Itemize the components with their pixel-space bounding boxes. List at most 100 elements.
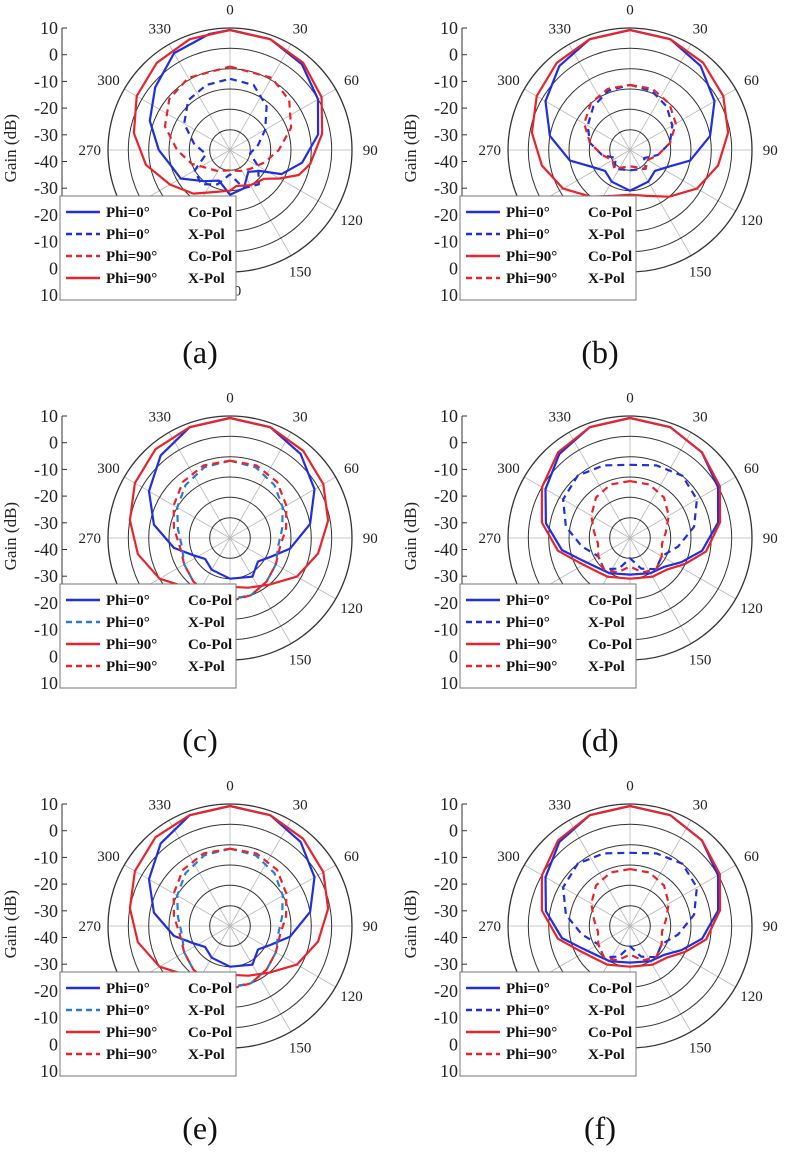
series-phi0_co xyxy=(147,416,316,580)
legend-entry-name: Phi=0° xyxy=(106,981,150,997)
gain-tick-label: -30 xyxy=(34,513,58,533)
gain-tick-label: -20 xyxy=(34,593,58,613)
legend-entry-name: Phi=0° xyxy=(506,615,550,631)
gain-tick-label: -30 xyxy=(34,954,58,974)
gain-tick-label: 0 xyxy=(49,258,58,278)
series-phi90_co xyxy=(128,416,330,589)
gain-tick-label: -40 xyxy=(434,152,458,172)
gain-tick-label: -20 xyxy=(434,486,458,506)
series-group xyxy=(132,28,324,196)
gain-tick-label: -20 xyxy=(34,981,58,1001)
gain-tick-label: 0 xyxy=(449,821,458,841)
gain-tick-label: -10 xyxy=(34,1008,58,1028)
angle-tick-label: 300 xyxy=(97,849,120,865)
gain-tick-label: -30 xyxy=(434,901,458,921)
series-phi0_x xyxy=(183,77,268,190)
polar-chart-d: 0 30 60 90 120 150 270 300 330 10 0 -10 -20 -30 -40 -30… xyxy=(401,391,778,693)
angle-tick-label: 330 xyxy=(149,410,172,426)
gain-tick-label: -30 xyxy=(434,954,458,974)
legend-entry-name: Phi=0° xyxy=(106,227,150,243)
legend-entry-name: Phi=90° xyxy=(106,271,157,287)
legend-entry-name: Phi=0° xyxy=(106,205,150,221)
legend-entry-pol: X-Pol xyxy=(188,1047,225,1063)
legend-entry-pol: X-Pol xyxy=(188,615,225,631)
angle-tick-label: 30 xyxy=(693,798,708,814)
angle-tick-label: 60 xyxy=(744,73,759,89)
angle-tick-label: 30 xyxy=(693,22,708,38)
series-phi0_co xyxy=(147,804,316,968)
angle-tick-label: 90 xyxy=(363,531,378,547)
gain-tick-label: -20 xyxy=(434,981,458,1001)
angle-tick-label: 0 xyxy=(226,3,234,19)
legend-box xyxy=(459,583,637,689)
gain-tick-label: -30 xyxy=(434,178,458,198)
legend-entry-name: Phi=0° xyxy=(106,615,150,631)
polar-chart-c: 0 30 60 90 120 150 270 300 330 10 0 -10 -20 -30 -40 -30… xyxy=(1,391,378,693)
gain-tick-label: -30 xyxy=(434,125,458,145)
series-group xyxy=(530,28,730,198)
panel-label-c: (c) xyxy=(182,722,218,758)
legend-entry-name: Phi=0° xyxy=(506,593,550,609)
legend-entry-pol: X-Pol xyxy=(588,659,625,675)
angle-tick-label: 30 xyxy=(293,410,308,426)
angle-tick-label: 120 xyxy=(340,989,363,1005)
gain-tick-label: 10 xyxy=(40,18,58,38)
gain-tick-label: -10 xyxy=(34,620,58,640)
gain-tick-label: -10 xyxy=(34,459,58,479)
angle-tick-label: 300 xyxy=(97,73,120,89)
angle-tick-label: 0 xyxy=(626,391,634,407)
legend-entry-pol: X-Pol xyxy=(188,271,225,287)
angle-tick-label: 0 xyxy=(226,779,234,795)
gain-tick-label: 0 xyxy=(449,258,458,278)
gain-tick-label: 0 xyxy=(49,646,58,666)
legend: Phi=0° Co-Pol Phi=0° X-Pol Phi=90° Co-Pol Phi=… xyxy=(59,971,237,1077)
gain-tick-label: -20 xyxy=(434,593,458,613)
legend-entry-name: Phi=0° xyxy=(506,981,550,997)
legend-entry-pol: X-Pol xyxy=(188,659,225,675)
legend-entry-name: Phi=90° xyxy=(106,659,157,675)
gain-tick-label: -10 xyxy=(34,71,58,91)
series-phi0_co xyxy=(544,804,720,964)
angle-tick-label: 300 xyxy=(497,461,520,477)
angle-tick-label: 90 xyxy=(363,919,378,935)
gain-tick-label: 10 xyxy=(40,1061,58,1081)
series-phi90_co xyxy=(540,804,722,968)
series-phi90_co xyxy=(163,65,293,173)
angle-tick-label: 150 xyxy=(689,1041,712,1057)
legend-entry-name: Phi=90° xyxy=(506,271,557,287)
legend-entry-name: Phi=0° xyxy=(506,205,550,221)
gain-tick-label: 0 xyxy=(49,45,58,65)
gain-tick-label: 0 xyxy=(49,433,58,453)
angle-tick-label: 90 xyxy=(763,919,778,935)
gain-axis-title: Gain (dB) xyxy=(1,890,20,958)
series-phi90_x xyxy=(172,459,288,603)
angle-tick-label: 120 xyxy=(740,989,763,1005)
polar-chart-f: 0 30 60 90 120 150 270 300 330 10 0 -10 -20 -30 -40 -30… xyxy=(401,779,778,1081)
angle-tick-label: 60 xyxy=(744,849,759,865)
angle-tick-label: 300 xyxy=(97,461,120,477)
panel-c: 0 30 60 90 120 150 270 300 330 10 0 -10 -20 -30 -40 -30… xyxy=(0,388,400,776)
panel-label-d: (d) xyxy=(581,722,619,758)
gain-tick-label: -10 xyxy=(434,620,458,640)
angle-tick-label: 150 xyxy=(289,653,312,669)
angle-tick-label: 60 xyxy=(344,73,359,89)
angle-tick-label: 0 xyxy=(626,779,634,795)
legend-entry-name: Phi=90° xyxy=(106,1047,157,1063)
gain-tick-label: 0 xyxy=(49,821,58,841)
gain-tick-label: -40 xyxy=(34,540,58,560)
panel-f: 0 30 60 90 120 150 270 300 330 10 0 -10 -20 -30 -40 -30… xyxy=(400,776,800,1164)
gain-axis: 10 0 -10 -20 -30 -40 -30 -20 -10 0 10 xyxy=(434,406,467,693)
legend-entry-name: Phi=0° xyxy=(506,1003,550,1019)
legend-entry-name: Phi=90° xyxy=(506,249,557,265)
legend-entry-pol: X-Pol xyxy=(188,1003,225,1019)
gain-tick-label: -30 xyxy=(34,125,58,145)
angle-tick-label: 150 xyxy=(289,1041,312,1057)
angle-tick-label: 120 xyxy=(740,213,763,229)
legend-box xyxy=(459,195,637,301)
angle-tick-label: 120 xyxy=(740,601,763,617)
gain-tick-label: -30 xyxy=(434,513,458,533)
ring--40 xyxy=(209,905,251,947)
angle-tick-label: 60 xyxy=(344,461,359,477)
legend-entry-pol: Co-Pol xyxy=(188,1025,232,1041)
